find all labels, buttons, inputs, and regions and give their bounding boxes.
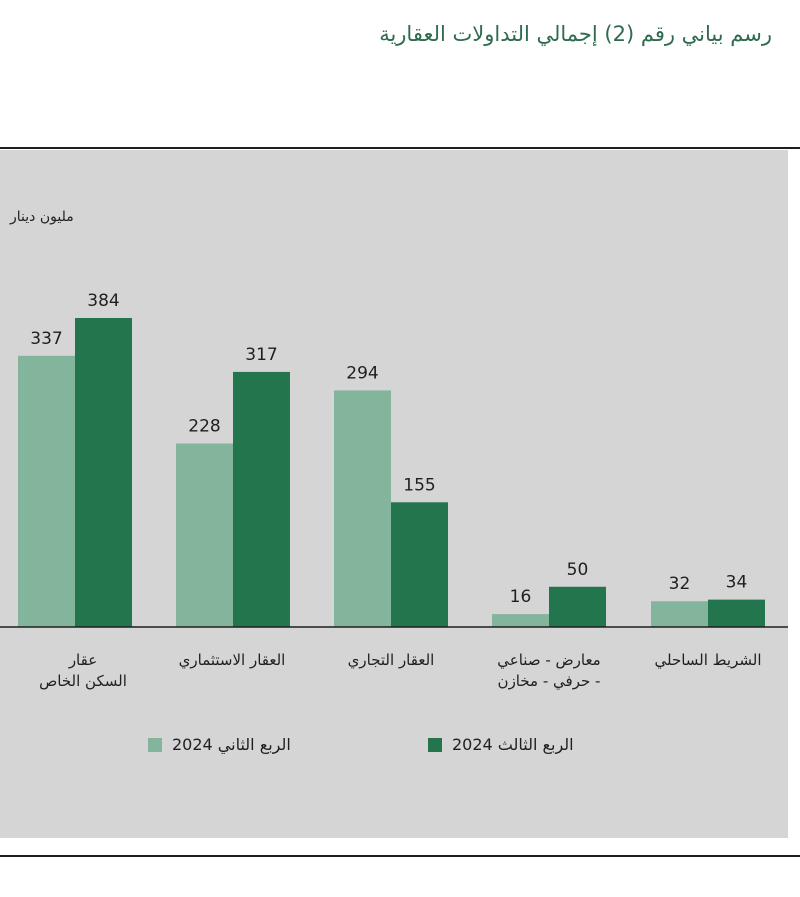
bottom-divider	[0, 855, 800, 857]
legend-item-q2: الربع الثاني 2024	[148, 735, 291, 754]
bar-q3-4	[708, 599, 765, 627]
data-label-q3-0: 384	[87, 291, 119, 311]
bar-q3-3	[549, 586, 606, 627]
y-axis-unit-label: مليون دينار	[10, 209, 74, 225]
bar-q2-0	[18, 355, 75, 627]
bar-q3-0	[75, 317, 132, 627]
category-label-industrial: معارض - صناعي - حرفي - مخازن	[497, 651, 601, 690]
data-label-q2-4: 32	[669, 574, 691, 594]
legend-swatch-q3	[428, 737, 442, 752]
legend-label-q2: الربع الثاني 2024	[172, 735, 291, 754]
data-label-q2-1: 228	[188, 417, 220, 437]
legend-swatch-q2	[148, 737, 162, 752]
data-label-q3-2: 155	[403, 475, 435, 495]
chart-title: رسم بياني رقم (2) إجمالي التداولات العقا…	[379, 22, 772, 46]
data-label-q3-4: 34	[726, 573, 748, 593]
legend-item-q3: الربع الثالث 2024	[428, 735, 574, 754]
bar-q2-4	[651, 601, 708, 627]
bar-q3-2	[391, 502, 448, 627]
category-label-commercial: العقار التجاري	[347, 651, 435, 669]
category-label-investment: العقار الاستثماري	[178, 651, 286, 669]
bar-q2-1	[176, 443, 233, 627]
data-label-q3-3: 50	[567, 560, 589, 580]
legend-label-q3: الربع الثالث 2024	[452, 735, 574, 754]
category-label-coastal: الشريط الساحلي	[654, 651, 762, 669]
category-label-private-housing: عقار السكن الخاص	[39, 651, 127, 690]
bar-q3-1	[233, 371, 290, 627]
data-label-q2-0: 337	[30, 329, 62, 349]
data-label-q2-3: 16	[510, 587, 532, 607]
data-label-q3-1: 317	[245, 345, 277, 365]
data-label-q2-2: 294	[346, 363, 378, 383]
bar-chart: 337 384 228 317 294 155 16 50 32 34	[0, 291, 788, 628]
top-divider	[0, 147, 800, 149]
bar-q2-2	[334, 390, 391, 627]
bar-q2-3	[492, 614, 549, 627]
